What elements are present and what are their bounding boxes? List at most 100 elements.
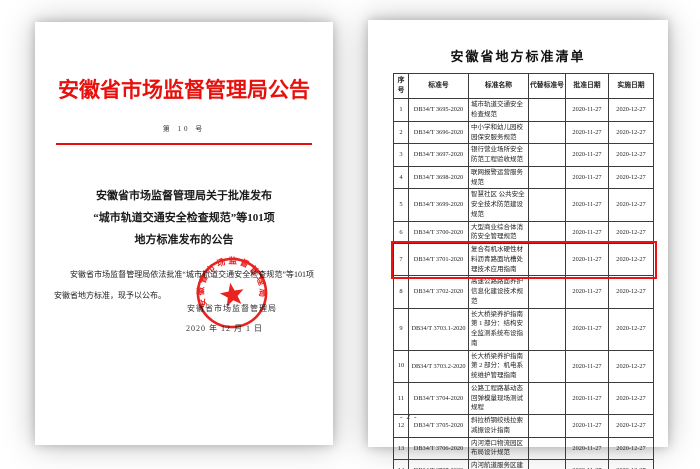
table-row: 11 DB34/T 3704-2020 公路工程路基动态回弹模量现场测试规程 2020… bbox=[393, 381, 654, 416]
table-cell: DB34/T 3707-2020 bbox=[408, 459, 469, 469]
table-cell: 高速公路路面养护信息化建设技术规范 bbox=[468, 275, 529, 309]
table-row-highlighted: 7 DB34/T 3701-2020 复合有机水硬性材料沥青路面坑槽处理技术应用指南… bbox=[390, 240, 657, 279]
table-cell: DB34/T 3703.1-2020 bbox=[408, 307, 469, 351]
table-row: 14DB34/T 3707-2020内河航道服务区建设要求 2020-11-272… bbox=[393, 459, 654, 469]
table-cell: 复合有机水硬性材料沥青路面坑槽处理技术应用指南 bbox=[468, 243, 529, 277]
table-cell: 4 bbox=[393, 165, 409, 190]
table-row: 2 DB34/T 3696-2020 中小学和幼儿园校园保安服务规范 2020-11-… bbox=[393, 120, 654, 145]
table-cell: 长大桥梁养护指南 第 1 部分：结构安全监测系统布设指南 bbox=[468, 307, 529, 351]
table-cell: 2020-11-27 bbox=[565, 307, 609, 351]
table-row: 4 DB34/T 3698-2020 联网报警运营服务规范 2020-11-27 202… bbox=[393, 165, 654, 190]
table-cell: 2020-11-27 bbox=[565, 381, 609, 416]
table-row: 3 DB34/T 3697-2020 银行营业场所安全防范工程验收规范 2020-11… bbox=[393, 143, 654, 167]
table-cell: 中小学和幼儿园校园保安服务规范 bbox=[468, 120, 529, 145]
standards-list-page: 安徽省地方标准清单 序号 标准号 标准名称 代替标准号 批准日期 实施日期 1 DB34/T… bbox=[368, 20, 668, 469]
table-cell: 8 bbox=[393, 275, 409, 309]
table-cell: DB34/T 3698-2020 bbox=[408, 165, 469, 190]
table-cell: 城市轨道交通安全检查规范 bbox=[468, 98, 529, 122]
table-cell bbox=[528, 381, 566, 416]
table-cell bbox=[528, 220, 566, 245]
table-cell bbox=[528, 275, 566, 309]
table-cell: 5 bbox=[393, 188, 409, 222]
table-cell: 11 bbox=[393, 381, 409, 416]
table-cell: 2020-11-27 bbox=[565, 349, 609, 383]
document-number: 第 10 号 bbox=[162, 125, 206, 133]
table-row: 8 DB34/T 3702-2020 高速公路路面养护信息化建设技术规范 2020-1… bbox=[393, 275, 654, 309]
table-cell: 2020-12-27 bbox=[608, 307, 654, 351]
table-cell: 公路工程路基动态回弹模量现场测试规程 bbox=[468, 381, 529, 416]
table-cell: DB34/T 3702-2020 bbox=[408, 275, 469, 309]
table-cell bbox=[528, 143, 566, 167]
table-cell: DB34/T 3701-2020 bbox=[408, 243, 469, 277]
column-header: 批准日期 bbox=[565, 72, 609, 100]
table-cell bbox=[528, 98, 566, 122]
table-cell: DB34/T 3695-2020 bbox=[408, 98, 469, 122]
table-cell: 2020-12-27 bbox=[608, 414, 654, 438]
table-cell: DB34/T 3699-2020 bbox=[408, 188, 469, 222]
official-seal-icon: 安徽省市场监督管理局 bbox=[190, 250, 270, 329]
table-row: 9 DB34/T 3703.1-2020 长大桥梁养护指南 第 1 部分：结构安全监… bbox=[393, 307, 654, 351]
table-cell: DB34/T 3706-2020 bbox=[408, 436, 469, 461]
notice-title-line: 安徽省市场监督管理局关于批准发布 bbox=[96, 190, 272, 202]
table-cell: DB34/T 3697-2020 bbox=[408, 143, 469, 167]
table-cell: 2020-12-27 bbox=[608, 165, 654, 190]
table-cell: 2020-11-27 bbox=[565, 414, 609, 438]
table-row: 10 DB34/T 3703.2-2020 长大桥梁养护指南 第 2 部分：机电系统… bbox=[393, 349, 654, 383]
table-cell bbox=[528, 414, 566, 438]
table-cell: DB34/T 3703.2-2020 bbox=[408, 349, 469, 383]
column-header: 标准名称 bbox=[468, 72, 529, 100]
table-cell bbox=[528, 188, 566, 222]
column-header: 标准号 bbox=[408, 72, 469, 100]
table-cell: 2020-11-27 bbox=[565, 165, 609, 190]
table-cell: 2020-11-27 bbox=[565, 143, 609, 167]
table-cell: DB34/T 3700-2020 bbox=[408, 220, 469, 245]
table-cell: 内河港口物流园区布局设计规范 bbox=[468, 436, 529, 461]
table-cell bbox=[528, 307, 566, 351]
announcement-page: 安徽省市场监督管理局公告 第 10 号 安徽省市场监督管理局关于批准发布 “城市… bbox=[35, 22, 333, 445]
table-cell bbox=[528, 120, 566, 145]
table-cell: 2 bbox=[393, 120, 409, 145]
table-cell: DB34/T 3705-2020 bbox=[408, 414, 469, 438]
table-cell: 2020-12-27 bbox=[608, 436, 654, 461]
notice-title: 安徽省市场监督管理局关于批准发布 “城市轨道交通安全检查规范”等101项 地方标… bbox=[49, 185, 319, 251]
table-cell: 2020-12-27 bbox=[608, 98, 654, 122]
table-cell bbox=[528, 165, 566, 190]
standards-table: 序号 标准号 标准名称 代替标准号 批准日期 实施日期 1 DB34/T 3695-2020… bbox=[390, 72, 657, 469]
table-cell: 斜拉桥钢绞线拉索减振设计指南 bbox=[468, 414, 529, 438]
table-cell: 2020-12-27 bbox=[608, 243, 654, 277]
table-cell: 2020-11-27 bbox=[565, 436, 609, 461]
table-cell: 2020-11-27 bbox=[565, 188, 609, 222]
table-cell: 银行营业场所安全防范工程验收规范 bbox=[468, 143, 529, 167]
table-cell: DB34/T 3696-2020 bbox=[408, 120, 469, 145]
signature-date: 2020 年 12 月 1 日 bbox=[186, 324, 263, 333]
notice-title-line: 地方标准发布的公告 bbox=[134, 234, 234, 246]
standards-table-body: 1 DB34/T 3695-2020 城市轨道交通安全检查规范 2020-11-27 2… bbox=[390, 98, 657, 469]
column-header: 序号 bbox=[393, 72, 409, 100]
page-number: - 2 - bbox=[400, 412, 418, 421]
standards-list-title: 安徽省地方标准清单 bbox=[450, 49, 586, 64]
table-cell: 智慧社区 公共安全 安全技术防范建设规范 bbox=[468, 188, 529, 222]
table-cell bbox=[528, 436, 566, 461]
table-cell: 内河航道服务区建设要求 bbox=[468, 459, 529, 469]
table-row: 5 DB34/T 3699-2020 智慧社区 公共安全 安全技术防范建设规范 202… bbox=[393, 188, 654, 222]
red-divider bbox=[56, 143, 312, 145]
announcement-agency-title: 安徽省市场监督管理局公告 bbox=[58, 78, 310, 102]
table-cell: 2020-11-27 bbox=[565, 459, 609, 469]
table-cell: DB34/T 3704-2020 bbox=[408, 381, 469, 416]
notice-title-line: “城市轨道交通安全检查规范”等101项 bbox=[93, 212, 275, 224]
table-cell: 2020-12-27 bbox=[608, 188, 654, 222]
table-row: 13 DB34/T 3706-2020 内河港口物流园区布局设计规范 2020-11-… bbox=[393, 436, 654, 461]
table-cell: 2020-12-27 bbox=[608, 275, 654, 309]
table-cell: 大型商业综合体消防安全管理规范 bbox=[468, 220, 529, 245]
column-header: 代替标准号 bbox=[528, 72, 566, 100]
table-cell: 1 bbox=[393, 98, 409, 122]
table-cell: 6 bbox=[393, 220, 409, 245]
table-row: 12 DB34/T 3705-2020 斜拉桥钢绞线拉索减振设计指南 2020-11-… bbox=[393, 414, 654, 438]
signature-agency: 安徽省市场监督管理局 bbox=[187, 304, 277, 313]
notice-body: 安徽省市场监督管理局依法批准“城市轨道交通安全检查规范”等101项安徽省地方标准… bbox=[54, 270, 314, 300]
table-cell bbox=[528, 349, 566, 383]
table-cell: 2020-11-27 bbox=[565, 120, 609, 145]
table-cell: 2020-12-27 bbox=[608, 381, 654, 416]
table-cell: 2020-12-27 bbox=[608, 220, 654, 245]
table-cell bbox=[528, 459, 566, 469]
